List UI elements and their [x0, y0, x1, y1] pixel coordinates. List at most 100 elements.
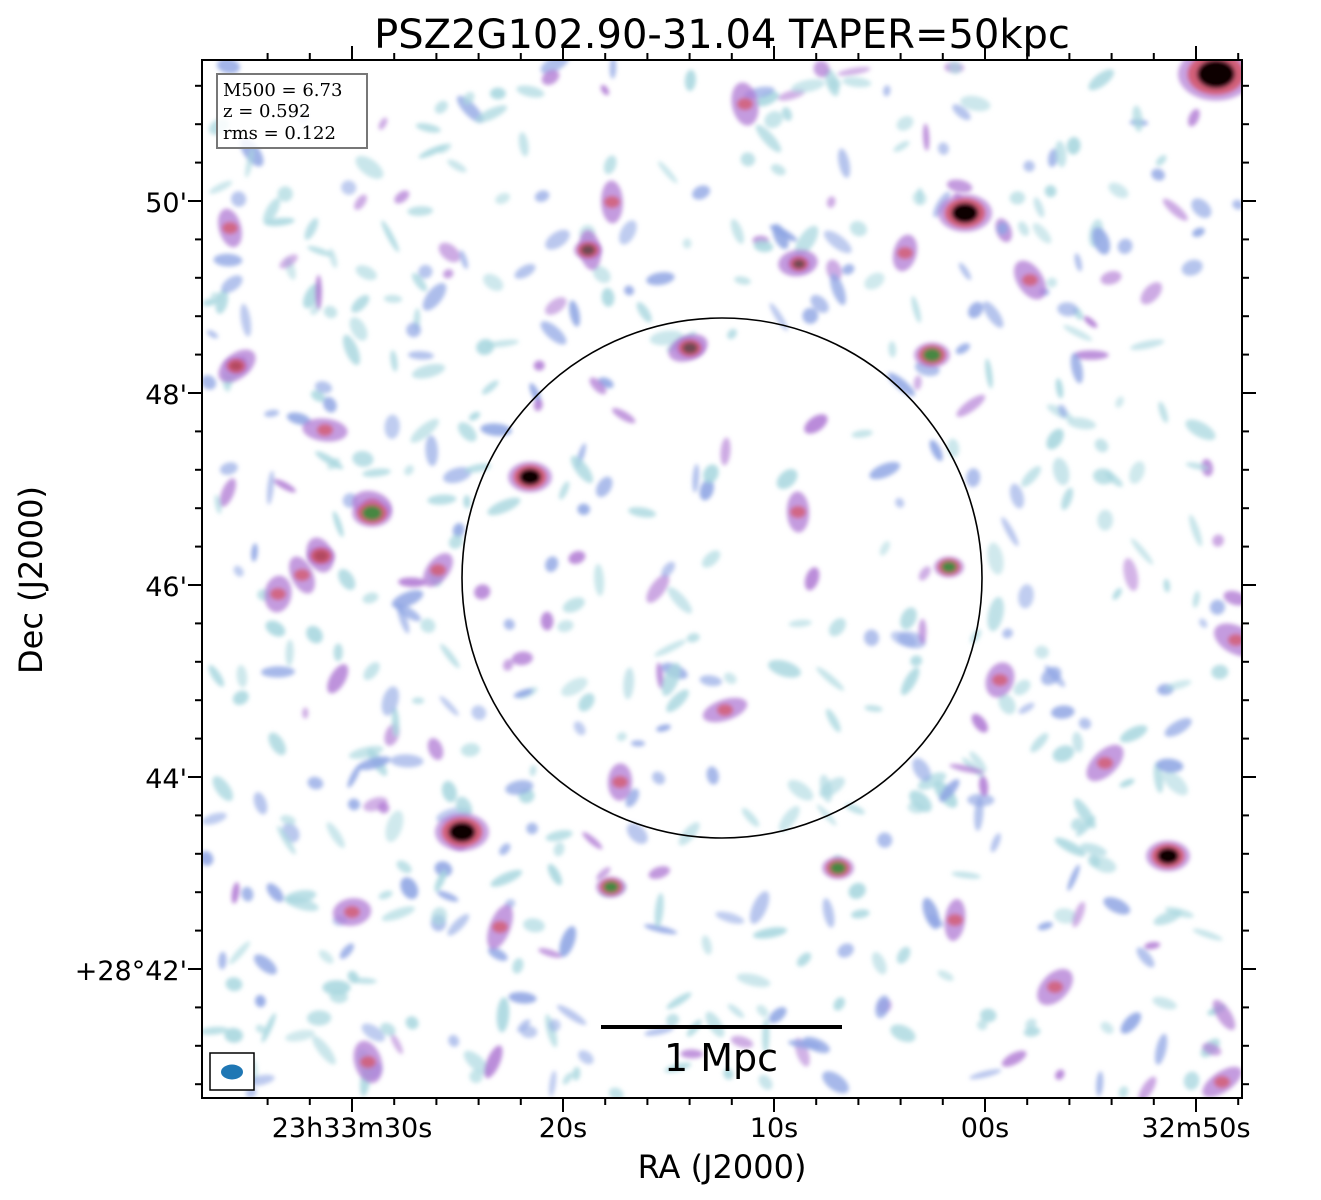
radio-source [914, 342, 950, 368]
noise-blob [686, 633, 700, 643]
noise-blob [776, 469, 798, 490]
noise-blob [434, 870, 447, 892]
noise-blob [213, 253, 243, 267]
noise-blob [513, 688, 534, 698]
noise-blob [1070, 352, 1084, 384]
noise-blob [1202, 1042, 1222, 1056]
y-tick-label: 46' [145, 572, 187, 603]
noise-blob [824, 68, 840, 97]
noise-blob [877, 832, 893, 848]
noise-blob [595, 476, 613, 498]
noise-blob [648, 866, 671, 880]
noise-blob [499, 843, 511, 856]
noise-blob [277, 825, 296, 855]
noise-blob [490, 869, 523, 887]
noise-blob [1051, 705, 1075, 719]
noise-blob [378, 117, 388, 130]
noise-blob [270, 588, 286, 600]
noise-blob [1103, 897, 1131, 915]
noise-blob [842, 264, 855, 275]
noise-blob [796, 952, 812, 967]
noise-blob [730, 218, 744, 244]
noise-blob [652, 771, 666, 785]
noise-blob [1214, 1076, 1230, 1088]
noise-blob [1073, 350, 1109, 360]
noise-blob [206, 330, 219, 339]
noise-blob [764, 111, 783, 129]
noise-blob [492, 921, 508, 933]
noise-blob [699, 675, 723, 687]
plot-frame [201, 59, 1243, 1099]
noise-blob [887, 372, 915, 397]
noise-blob [825, 708, 841, 733]
noise-blob [1078, 717, 1092, 730]
noise-blob [489, 87, 506, 100]
x-tick-label: 00s [961, 1113, 1009, 1144]
noise-blob [514, 263, 536, 279]
noise-blob [1074, 253, 1083, 272]
source-core [448, 821, 476, 843]
noise-blob [240, 303, 252, 337]
noise-blob [611, 408, 636, 424]
noise-blob [791, 79, 825, 93]
noise-blob [1047, 981, 1063, 993]
noise-blob [1163, 578, 1171, 593]
source-core [951, 202, 979, 224]
noise-blob [1094, 438, 1109, 453]
noise-blob [265, 620, 286, 637]
noise-blob [548, 1019, 561, 1032]
y-tick-label: +28°42' [75, 956, 187, 987]
info-box: M500 = 6.73 z = 0.592 rms = 0.122 [216, 73, 368, 149]
noise-blob [922, 897, 940, 930]
noise-blob [245, 147, 255, 178]
noise-blob [475, 105, 508, 123]
noise-blob [589, 377, 607, 395]
noise-blob [740, 152, 756, 167]
noise-blob [1130, 339, 1165, 350]
source-core [682, 342, 698, 354]
noise-blob [923, 123, 930, 151]
noise-blob [947, 914, 963, 926]
noise-blob [1188, 108, 1200, 127]
noise-blob [828, 618, 846, 637]
noise-blob [978, 775, 989, 797]
noise-blob [837, 943, 854, 958]
noise-blob [1097, 757, 1113, 769]
noise-blob [342, 334, 361, 366]
figure-title: PSZ2G102.90-31.04 TAPER=50kpc [374, 12, 1070, 58]
noise-blob [545, 556, 559, 573]
noise-blob [1023, 1026, 1041, 1037]
noise-blob [794, 225, 819, 257]
noise-blob [1023, 160, 1035, 172]
noise-blob [802, 307, 819, 324]
noise-blob [222, 222, 238, 234]
noise-blob [987, 596, 1004, 632]
noise-blob [508, 991, 537, 1004]
noise-blob [363, 797, 388, 812]
noise-blob [464, 463, 492, 473]
noise-blob [736, 973, 771, 988]
noise-blob [1183, 1071, 1200, 1091]
noise-blob [850, 909, 870, 919]
noise-blob [601, 288, 615, 307]
noise-blob [534, 190, 550, 202]
noise-blob [1192, 928, 1223, 941]
noise-blob [1192, 590, 1200, 608]
source-core [230, 361, 242, 371]
noise-blob [720, 437, 731, 466]
noise-blob [277, 186, 293, 202]
noise-blob [1054, 837, 1086, 857]
noise-blob [1100, 271, 1122, 285]
noise-blob [804, 567, 820, 591]
noise-blob [455, 796, 473, 819]
noise-blob [897, 631, 926, 649]
noise-blob [210, 292, 222, 302]
noise-blob [741, 807, 760, 827]
noise-blob [1088, 69, 1114, 91]
x-tick-label: 20s [539, 1113, 587, 1144]
noise-blob [778, 805, 800, 832]
noise-blob [951, 871, 981, 879]
noise-blob [407, 206, 434, 216]
noise-blob [657, 161, 678, 184]
noise-blob [1046, 428, 1064, 450]
